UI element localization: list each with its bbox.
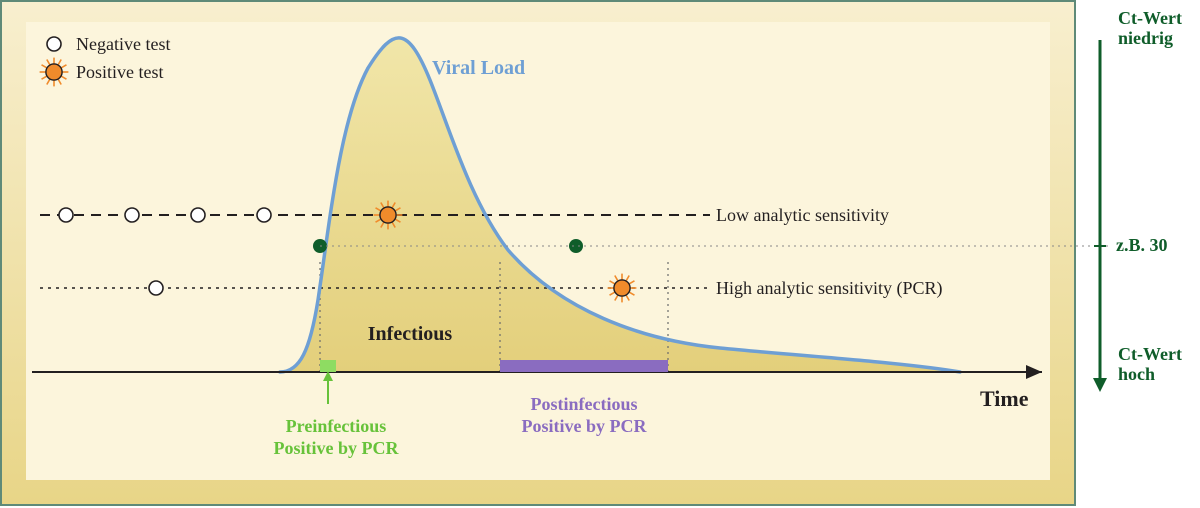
diagram-svg: Low analytic sensitivity High analytic se… [0, 0, 1200, 508]
viral-load-label: Viral Load [432, 57, 525, 79]
ct-mid-label: z.B. 30 [1116, 235, 1168, 255]
preinfectious-bar [320, 360, 336, 372]
ct-bot-label-1: Ct-Wert [1118, 344, 1182, 364]
ct-top-label-1: Ct-Wert [1118, 8, 1182, 28]
positive-test-marker [614, 280, 630, 296]
negative-test-marker [191, 208, 205, 222]
ct-intersection-marker [569, 239, 583, 253]
preinfectious-label-1: Preinfectious [286, 416, 387, 436]
negative-test-marker [149, 281, 163, 295]
legend-item-label: Positive test [76, 62, 164, 82]
positive-test-marker [380, 207, 396, 223]
negative-test-marker [59, 208, 73, 222]
ct-top-label-2: niedrig [1118, 28, 1173, 48]
figure-root: Low analytic sensitivity High analytic se… [0, 0, 1200, 508]
negative-test-marker [125, 208, 139, 222]
high-sensitivity-label: High analytic sensitivity (PCR) [716, 278, 943, 299]
legend-item-label: Negative test [76, 34, 170, 54]
preinfectious-label-2: Positive by PCR [274, 438, 400, 458]
negative-test-marker [47, 37, 61, 51]
postinfectious-label-1: Postinfectious [531, 394, 638, 414]
infectious-label: Infectious [368, 323, 453, 345]
ct-bot-label-2: hoch [1118, 364, 1155, 384]
ct-axis-arrowhead [1093, 378, 1107, 392]
time-axis-label: Time [980, 386, 1029, 411]
postinfectious-label-2: Positive by PCR [522, 416, 648, 436]
postinfectious-bar [500, 360, 668, 372]
positive-test-marker [46, 64, 62, 80]
negative-test-marker [257, 208, 271, 222]
low-sensitivity-label: Low analytic sensitivity [716, 205, 889, 225]
